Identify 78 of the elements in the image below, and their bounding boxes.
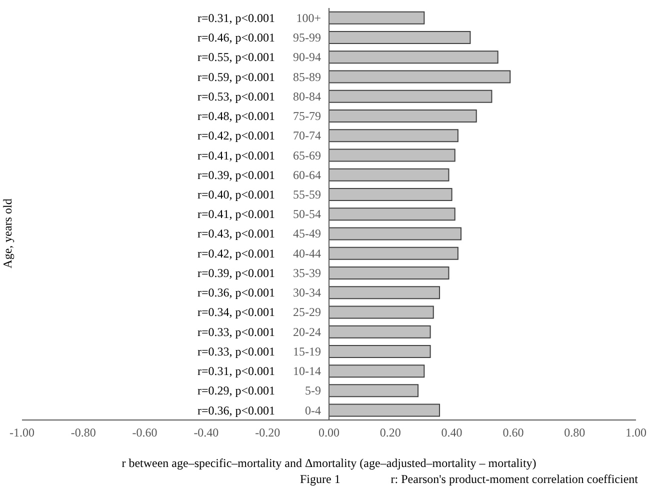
x-tick-label: -0.40 [194, 426, 219, 440]
x-tick-label: -0.20 [255, 426, 280, 440]
y-tick-label: 95-99 [293, 30, 321, 45]
data-label: r=0.41, p<0.001 [197, 207, 275, 222]
bar [328, 246, 458, 260]
data-label: r=0.42, p<0.001 [197, 128, 275, 143]
y-tick-label: 20-24 [293, 324, 321, 339]
bar [328, 325, 431, 338]
bar [328, 384, 419, 398]
bar [328, 404, 440, 417]
data-label: r=0.42, p<0.001 [197, 246, 275, 260]
y-tick-label: 80-84 [293, 89, 321, 104]
bar [328, 364, 425, 378]
data-label: r=0.41, p<0.001 [197, 148, 275, 162]
data-label: r=0.46, p<0.001 [197, 30, 275, 45]
y-tick-label: 85-89 [293, 70, 321, 84]
bar [328, 90, 492, 103]
x-tick-label: 0.40 [441, 426, 462, 440]
caption: Figure 1 [300, 472, 340, 487]
y-tick-label: 15-19 [293, 344, 321, 358]
y-tick-label: 25-29 [293, 305, 321, 320]
data-label: r=0.36, p<0.001 [197, 286, 275, 300]
data-label: r=0.29, p<0.001 [197, 384, 275, 398]
data-label: r=0.59, p<0.001 [197, 70, 275, 84]
y-tick-label: 90-94 [293, 50, 321, 64]
data-label: r=0.33, p<0.001 [197, 324, 275, 339]
x-tick-label: 1.00 [626, 426, 646, 440]
x-tick-label: -0.60 [132, 426, 158, 440]
bar [328, 208, 456, 221]
y-tick-label: 10-14 [293, 364, 321, 378]
data-label: r=0.34, p<0.001 [197, 305, 275, 320]
bar [328, 50, 498, 64]
data-label: r=0.31, p<0.001 [197, 364, 275, 378]
bar [328, 148, 456, 162]
y-tick-label: 60-64 [293, 168, 321, 182]
y-tick-label: 40-44 [293, 246, 321, 260]
bar [328, 286, 440, 300]
y-tick-label: 45-49 [293, 226, 321, 241]
bar [328, 344, 431, 358]
y-tick-label: 30-34 [293, 286, 321, 300]
y-tick-label: 100+ [296, 10, 322, 25]
bar [328, 188, 452, 201]
x-axis-title: r between age–specific–mortality and Δmortality (age–adjusted–mortality – mortality) [120, 456, 538, 471]
data-label: r=0.39, p<0.001 [197, 266, 275, 280]
data-label: r=0.36, p<0.001 [197, 403, 275, 418]
y-tick-label: 35-39 [293, 266, 321, 280]
x-tick-label: 0.60 [502, 426, 524, 440]
y-axis-title: Age, years old [0, 198, 16, 270]
data-label: r=0.53, p<0.001 [197, 89, 275, 104]
bar [328, 110, 477, 123]
y-tick-label: 5-9 [305, 384, 321, 398]
data-label: r=0.48, p<0.001 [197, 109, 275, 124]
y-tick-label: 75-79 [293, 109, 321, 124]
x-tick-label: -0.80 [70, 426, 96, 440]
bar [328, 266, 450, 280]
x-tick-label: 0.80 [564, 426, 586, 440]
y-tick-label: 50-54 [293, 207, 321, 222]
y-tick-label: 65-69 [293, 148, 321, 162]
y-tick-label: 55-59 [293, 187, 321, 202]
bar [328, 306, 434, 319]
bar [328, 31, 471, 44]
text: r: Pearson's product-moment correlation coefficient [390, 472, 638, 487]
data-label: r=0.33, p<0.001 [197, 344, 275, 358]
bar [328, 168, 450, 182]
x-tick-label: -1.00 [10, 426, 34, 440]
x-tick-label: 0.00 [318, 426, 340, 440]
y-tick-label: 0-4 [305, 403, 321, 418]
bar [328, 11, 425, 24]
bar [328, 227, 462, 240]
x-tick-label: 0.20 [380, 426, 401, 440]
data-label: r=0.43, p<0.001 [197, 226, 275, 241]
data-label: r=0.39, p<0.001 [197, 168, 275, 182]
data-label: r=0.40, p<0.001 [197, 187, 275, 202]
bar [328, 70, 511, 84]
data-label: r=0.55, p<0.001 [197, 50, 275, 64]
data-label: r=0.31, p<0.001 [197, 10, 275, 25]
y-tick-label: 70-74 [293, 128, 321, 143]
bar [328, 129, 458, 142]
